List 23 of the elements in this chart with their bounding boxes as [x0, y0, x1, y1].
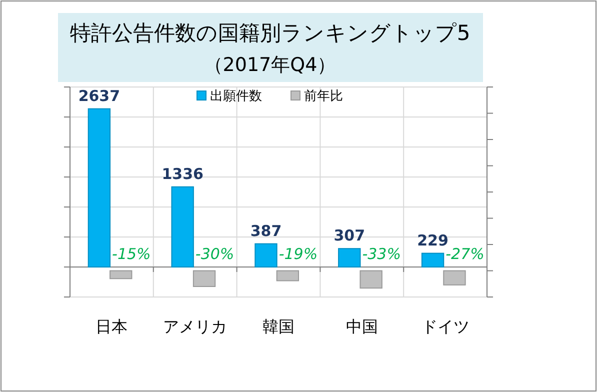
data-label: -19%: [278, 245, 318, 263]
data-label: 1336: [162, 164, 204, 183]
chart-title: 特許公告件数の国籍別ランキングトップ5 （2017年Q4）: [70, 21, 470, 76]
data-label: -27%: [446, 245, 484, 263]
x-tick-label: 中国: [346, 317, 378, 336]
data-label: 387: [250, 222, 282, 240]
bar: [171, 186, 194, 268]
bar: [254, 243, 278, 268]
data-label: 2637: [78, 86, 120, 105]
data-label: 229: [417, 231, 448, 250]
data-label: -33%: [362, 245, 401, 263]
data-label: -30%: [195, 245, 234, 263]
bar: [421, 252, 444, 268]
x-tick-label: 韓国: [262, 317, 294, 336]
bar: [338, 248, 361, 268]
x-tick-label: アメリカ: [163, 317, 228, 336]
data-label: 307: [334, 226, 366, 245]
x-tick-label: 日本: [96, 317, 128, 336]
data-label: -15%: [112, 245, 151, 263]
bar: [88, 108, 111, 268]
x-tick-label: ドイツ: [421, 317, 470, 336]
legend-label: 出願件数: [210, 89, 262, 104]
legend-label: 前年比: [304, 89, 343, 104]
